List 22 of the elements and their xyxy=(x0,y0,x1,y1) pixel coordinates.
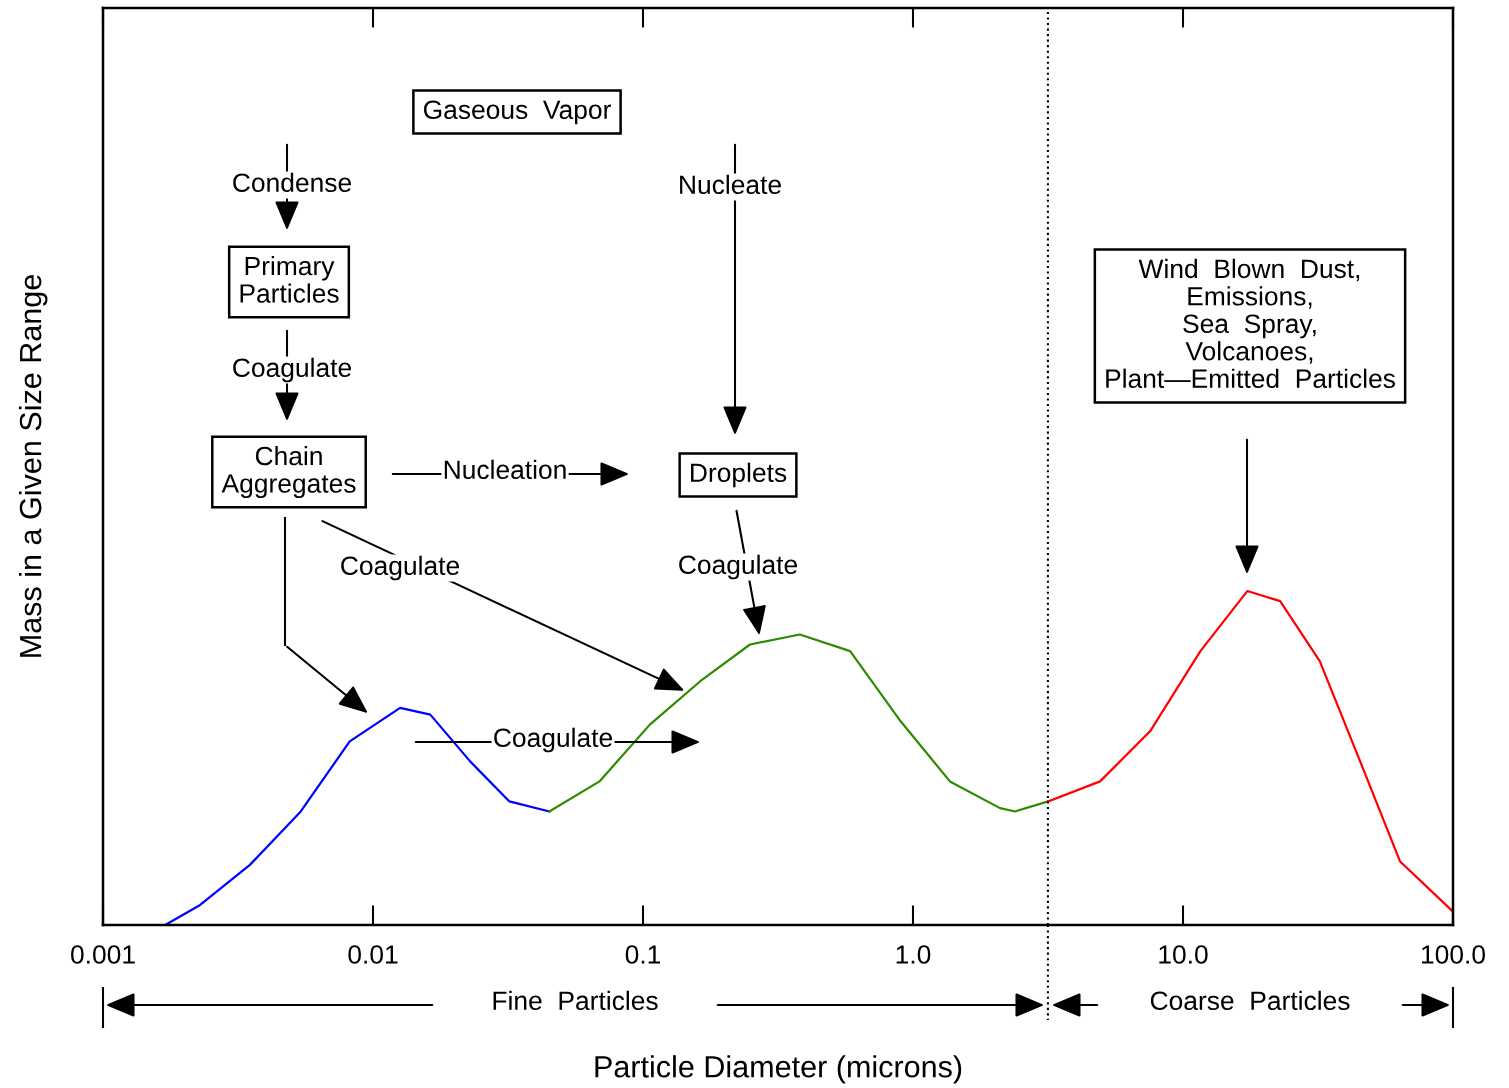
text: Coagulate xyxy=(233,357,351,383)
text: Droplets xyxy=(691,462,787,488)
x-tick-label: 1.0 xyxy=(896,945,931,964)
text: Nucleation xyxy=(444,459,566,480)
x-tick-label: 0.001 xyxy=(71,945,135,964)
text: Wind Blown Dust, Emissions, Sea Spray, Volcanoes, Plant—Emitted Particles xyxy=(1106,258,1395,389)
y-axis-title: Mass in a Given Size Range xyxy=(18,275,48,657)
x-axis-title: Particle Diameter (microns) xyxy=(595,1055,962,1084)
x-tick-label: 0.1 xyxy=(625,945,661,964)
text: Chain Aggregates xyxy=(221,445,356,499)
text: Gaseous Vapor xyxy=(423,100,611,125)
x-tick-label: 10.0 xyxy=(1159,945,1208,964)
x-tick-label: 0.01 xyxy=(348,945,398,964)
text: Nucleate xyxy=(680,174,781,195)
text: Fine Particles xyxy=(493,990,658,1011)
text: Condense xyxy=(233,172,351,193)
text: Coagulate xyxy=(679,554,797,580)
x-tick-label: 100.0 xyxy=(1422,945,1485,964)
text: Coagulate xyxy=(341,555,459,581)
text: Coarse Particles xyxy=(1150,990,1350,1011)
annotation: Coagulate xyxy=(494,727,612,753)
text: Primary Particles xyxy=(240,255,339,303)
